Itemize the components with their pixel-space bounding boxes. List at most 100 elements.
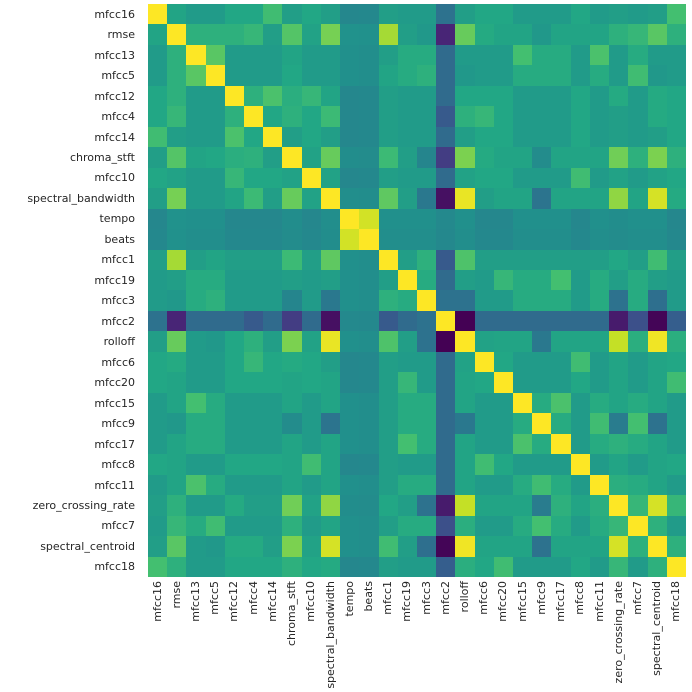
heatmap-cell bbox=[455, 167, 475, 189]
heatmap-cell bbox=[397, 392, 417, 414]
heatmap-cell bbox=[436, 515, 456, 537]
heatmap-cell bbox=[628, 65, 648, 86]
heatmap-cell bbox=[301, 351, 321, 373]
heatmap-cell bbox=[397, 270, 417, 291]
heatmap-cell bbox=[397, 310, 417, 332]
heatmap-cell bbox=[628, 372, 648, 393]
heatmap-cell bbox=[474, 351, 494, 373]
x-tick-label: tempo bbox=[342, 581, 356, 617]
heatmap-cell bbox=[167, 413, 187, 434]
x-axis-labels: mfcc16 rmse mfcc13 mfcc5 mfcc12 mfcc4 mfcc14 ch… bbox=[148, 581, 686, 689]
heatmap-cell bbox=[609, 454, 629, 475]
heatmap-cell bbox=[474, 515, 494, 537]
heatmap-cell bbox=[148, 249, 168, 271]
heatmap-cell bbox=[397, 147, 417, 168]
heatmap-cell bbox=[436, 536, 456, 557]
heatmap-cell bbox=[320, 331, 341, 352]
heatmap-cell bbox=[282, 454, 302, 475]
heatmap-cell bbox=[551, 433, 571, 455]
heatmap-cell bbox=[320, 433, 341, 455]
heatmap-cell bbox=[416, 433, 437, 455]
heatmap-cell bbox=[474, 474, 494, 496]
heatmap-cell bbox=[148, 372, 168, 393]
heatmap-cell bbox=[532, 229, 552, 250]
heatmap-cell bbox=[628, 556, 648, 577]
heatmap-cell bbox=[148, 474, 168, 496]
heatmap-cell bbox=[167, 310, 187, 332]
heatmap-cell bbox=[647, 188, 667, 209]
heatmap-cell bbox=[666, 188, 686, 209]
heatmap-cell bbox=[416, 44, 437, 66]
heatmap-cell bbox=[493, 24, 514, 45]
heatmap-cell bbox=[436, 474, 456, 496]
heatmap-cell bbox=[224, 106, 245, 127]
heatmap-cell bbox=[378, 188, 398, 209]
heatmap-cell bbox=[359, 208, 379, 230]
heatmap-cell bbox=[532, 331, 552, 352]
heatmap-cell bbox=[205, 433, 225, 455]
heatmap-cell bbox=[551, 167, 571, 189]
heatmap-cell bbox=[647, 290, 667, 311]
heatmap-cell bbox=[224, 229, 245, 250]
heatmap-cell bbox=[244, 331, 264, 352]
heatmap-cell bbox=[532, 126, 552, 148]
heatmap-cell bbox=[570, 474, 590, 496]
heatmap-cell bbox=[167, 44, 187, 66]
heatmap-cell bbox=[532, 167, 552, 189]
heatmap-cell bbox=[359, 454, 379, 475]
heatmap-cell bbox=[628, 413, 648, 434]
heatmap-cell bbox=[397, 413, 417, 434]
heatmap-cell bbox=[532, 556, 552, 577]
heatmap-cell bbox=[589, 270, 610, 291]
heatmap-cell bbox=[493, 515, 514, 537]
heatmap-cell bbox=[609, 208, 629, 230]
heatmap-cell bbox=[436, 4, 456, 25]
heatmap-cell bbox=[359, 474, 379, 496]
heatmap-cell bbox=[474, 372, 494, 393]
x-tick-label: mfcc12 bbox=[227, 581, 241, 622]
y-tick-label: chroma_stft bbox=[69, 151, 135, 165]
x-tick-label: spectral_centroid bbox=[650, 581, 664, 676]
heatmap-cell bbox=[513, 4, 533, 25]
heatmap-cell bbox=[570, 331, 590, 352]
heatmap-cell bbox=[513, 433, 533, 455]
heatmap-cell bbox=[320, 65, 341, 86]
heatmap-cell bbox=[532, 495, 552, 516]
heatmap-cell bbox=[493, 188, 514, 209]
heatmap-cell bbox=[609, 372, 629, 393]
heatmap-cell bbox=[570, 433, 590, 455]
heatmap-cell bbox=[397, 454, 417, 475]
heatmap-cell bbox=[205, 208, 225, 230]
heatmap-cell bbox=[589, 229, 610, 250]
heatmap-cell bbox=[436, 208, 456, 230]
heatmap-cell bbox=[340, 454, 360, 475]
heatmap-cell bbox=[628, 474, 648, 496]
heatmap-cell bbox=[301, 4, 321, 25]
heatmap-cell bbox=[532, 290, 552, 311]
heatmap-cell bbox=[666, 249, 686, 271]
heatmap-cell bbox=[359, 126, 379, 148]
heatmap-cell bbox=[493, 474, 514, 496]
heatmap-cell bbox=[455, 24, 475, 45]
heatmap-cell bbox=[474, 229, 494, 250]
heatmap-cell bbox=[186, 433, 206, 455]
heatmap-cell bbox=[647, 413, 667, 434]
heatmap-cell bbox=[416, 167, 437, 189]
heatmap-cell bbox=[340, 310, 360, 332]
heatmap-cell bbox=[301, 126, 321, 148]
heatmap-cell bbox=[532, 4, 552, 25]
heatmap-cell bbox=[609, 147, 629, 168]
heatmap-cell bbox=[224, 85, 245, 107]
heatmap-cell bbox=[205, 290, 225, 311]
heatmap-cell bbox=[628, 331, 648, 352]
heatmap-cell bbox=[666, 44, 686, 66]
heatmap-cell bbox=[436, 65, 456, 86]
heatmap-cell bbox=[416, 413, 437, 434]
heatmap-cell bbox=[378, 65, 398, 86]
heatmap-cell bbox=[301, 65, 321, 86]
heatmap-cell bbox=[167, 495, 187, 516]
heatmap-cell bbox=[532, 85, 552, 107]
heatmap-cell bbox=[551, 147, 571, 168]
x-tick-label: mfcc16 bbox=[150, 581, 164, 622]
heatmap-cell bbox=[551, 188, 571, 209]
